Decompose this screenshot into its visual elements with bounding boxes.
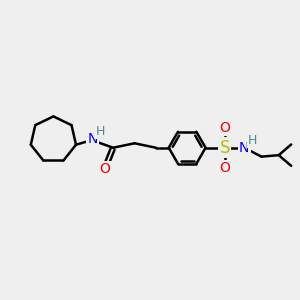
Text: S: S: [220, 139, 230, 157]
Text: N: N: [239, 141, 249, 155]
Text: O: O: [220, 121, 230, 135]
Text: H: H: [248, 134, 257, 147]
Text: O: O: [100, 162, 111, 176]
Text: O: O: [220, 160, 230, 175]
Text: N: N: [87, 132, 98, 146]
Text: H: H: [96, 125, 105, 139]
